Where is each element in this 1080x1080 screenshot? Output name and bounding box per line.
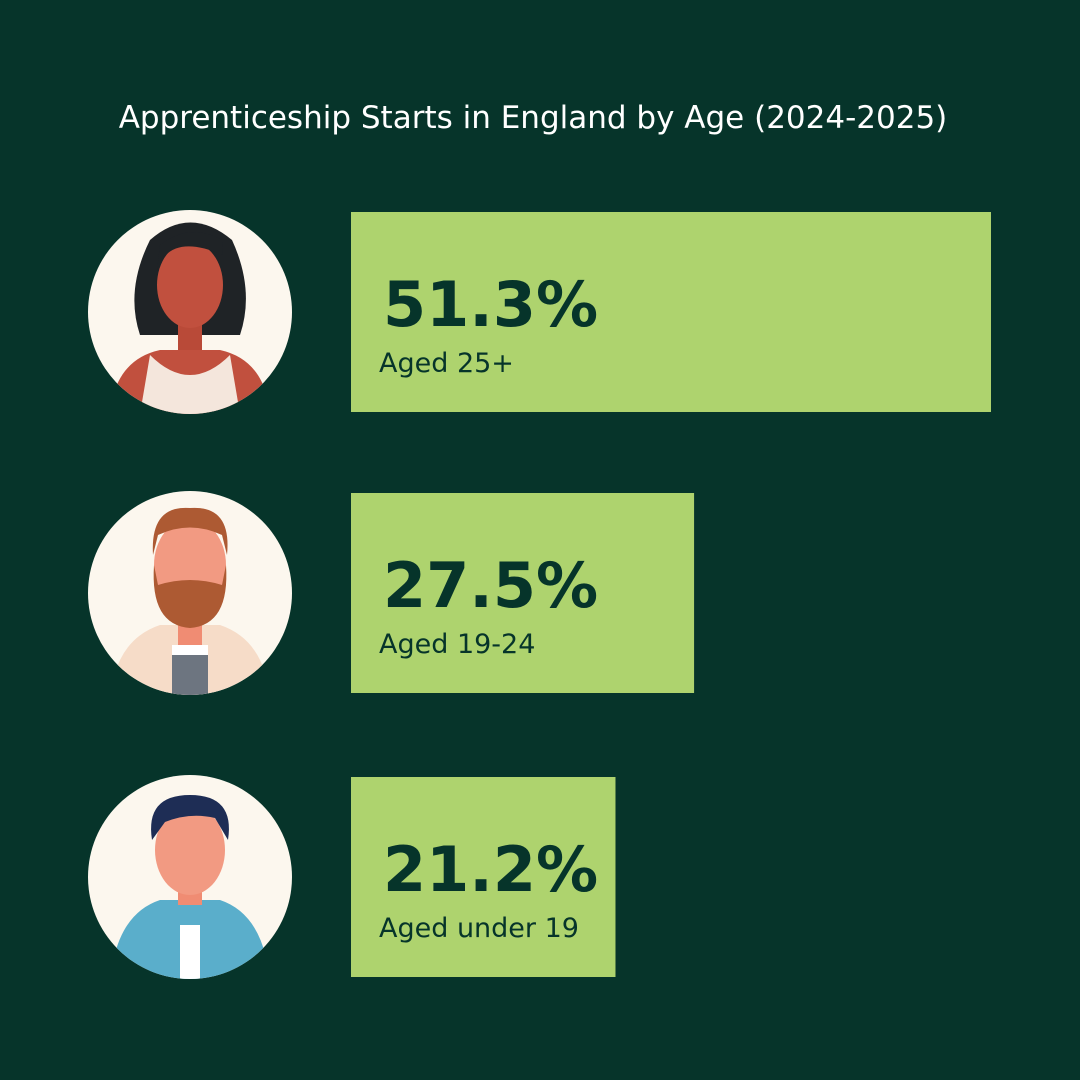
- bar: [351, 777, 616, 977]
- avatar: [88, 210, 292, 414]
- avatar: [88, 775, 292, 979]
- value-label: 21.2%: [383, 833, 598, 906]
- value-label: 51.3%: [383, 268, 598, 341]
- category-label: Aged under 19: [379, 913, 579, 944]
- value-label: 27.5%: [383, 549, 598, 622]
- avatar: [88, 491, 292, 695]
- category-label: Aged 25+: [379, 348, 514, 379]
- bar: [351, 212, 991, 412]
- category-label: Aged 19-24: [379, 629, 535, 660]
- bar: [351, 493, 695, 693]
- chart-title: Apprenticeship Starts in England by Age …: [119, 100, 948, 136]
